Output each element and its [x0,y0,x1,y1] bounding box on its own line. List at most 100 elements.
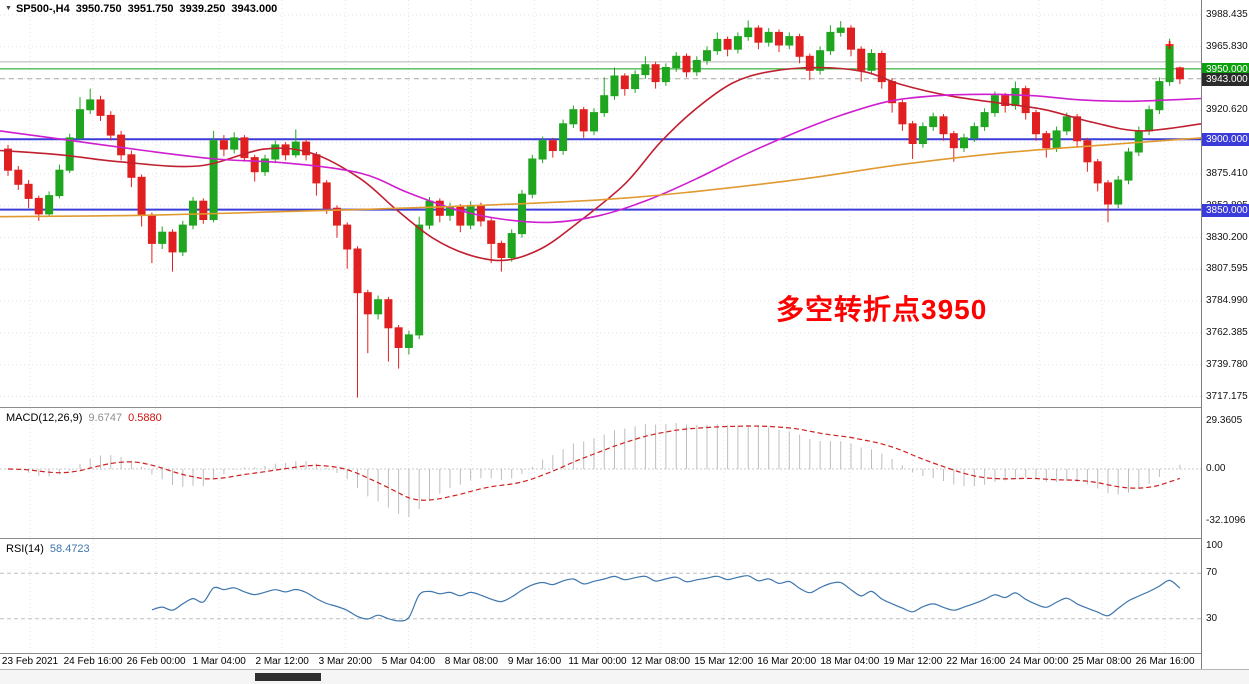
candle [672,55,681,68]
price-badge-3943.000: 3943.000 [1202,72,1249,86]
candle [641,64,650,76]
time-axis-label: 12 Mar 08:00 [631,656,691,667]
time-axis-label: 24 Mar 00:00 [1009,656,1069,667]
candle [476,204,485,222]
panel-separator[interactable] [0,407,1249,408]
rsi-indicator-panel[interactable] [0,539,1201,653]
candle [661,67,670,83]
time-axis-label: 24 Feb 16:00 [63,656,123,667]
candle [929,116,938,128]
rsi-scale-label: 100 [1206,540,1223,551]
candle [178,224,187,253]
time-axis-label: 23 Feb 2021 [1,656,59,667]
candle [168,231,177,253]
candle [34,197,43,215]
scrollbar-thumb[interactable] [255,673,321,681]
time-axis-label: 19 Mar 12:00 [883,656,943,667]
rsi-value: 58.4723 [49,543,90,555]
rsi-scale-label: 70 [1206,567,1218,579]
candle [1001,95,1010,106]
candle [353,248,362,294]
candle [199,200,208,220]
time-axis[interactable]: 23 Feb 2021 24 Feb 16:00 26 Feb 00:00 1 Mar… [0,654,1201,669]
time-axis-label: 8 Mar 08:00 [444,656,499,667]
panel-separator[interactable] [0,538,1249,539]
candle [816,50,825,71]
candle [949,133,958,149]
candle [579,109,588,132]
rsi-line [151,575,1181,622]
candle [785,36,794,46]
candle [117,134,126,156]
candle [970,126,979,139]
main-chart-panel[interactable] [0,0,1201,407]
candle [415,224,424,336]
candle [692,60,701,73]
rsi-scale-label: 30 [1206,612,1218,624]
price-scale-label: 3784.990 [1206,295,1248,307]
price-scale-label: 3762.385 [1206,326,1248,338]
candle [1011,88,1020,106]
candle [4,148,12,171]
candle [1145,109,1154,132]
rsi-label: RSI(14) 58.4723 [6,543,90,555]
symbol-period-label: SP500-,H4 [15,3,70,15]
candle [713,38,722,52]
ohlc-high: 3951.750 [127,3,174,15]
candle [106,114,115,136]
candle [548,140,557,151]
candle [1032,112,1040,135]
price-scale-label: 3739.780 [1206,358,1248,370]
ma-mid-magenta [0,93,1201,224]
candle [76,109,84,139]
candle [65,137,74,171]
candle [703,50,711,62]
candle [96,99,105,116]
price-badge-3900.000: 3900.000 [1202,133,1249,147]
candle [374,299,383,315]
candle [86,99,95,111]
price-scale-label: 3830.200 [1206,231,1248,243]
candle [45,195,54,215]
candle [1083,140,1092,163]
macd-chart-canvas[interactable] [0,408,1201,538]
rsi-chart-canvas[interactable] [0,539,1201,653]
candle [1175,67,1184,80]
candle [775,31,783,46]
time-axis-label: 2 Mar 12:00 [255,656,309,667]
candle [24,183,33,199]
candle [487,220,496,244]
candle [1073,116,1082,142]
candle [147,214,156,244]
candle [754,27,763,43]
macd-scale-label: -32.1096 [1206,515,1246,527]
candle [384,299,393,329]
macd-signal-value: 0.5880 [128,412,162,424]
time-axis-line [0,653,1249,654]
candle [795,36,804,57]
candle [569,109,578,125]
candle [651,64,660,83]
price-scale-label: 3807.595 [1206,263,1248,275]
candle [620,75,629,90]
macd-main-value: 9.6747 [88,412,123,424]
time-axis-label: 26 Mar 16:00 [1135,656,1195,667]
rsi-name: RSI(14) [6,543,44,555]
collapse-triangle-icon[interactable]: ▼ [5,5,12,12]
candle [1021,88,1030,114]
candlestick-chart-canvas[interactable] [0,0,1201,407]
candle [847,27,855,50]
candle [404,334,413,348]
price-scale-label: 3920.620 [1206,104,1248,116]
candle [631,74,640,90]
macd-indicator-panel[interactable] [0,408,1201,538]
candle [302,141,311,156]
time-axis-label: 1 Mar 04:00 [192,656,246,667]
horizontal-scrollbar[interactable] [0,669,1249,684]
price-scale-column[interactable]: 3988.4353965.8303943.2253920.6203898.015… [1201,0,1249,669]
candle [857,48,866,71]
candle [281,144,290,156]
candle [610,75,619,97]
candle [1104,182,1112,205]
candle [240,137,249,159]
